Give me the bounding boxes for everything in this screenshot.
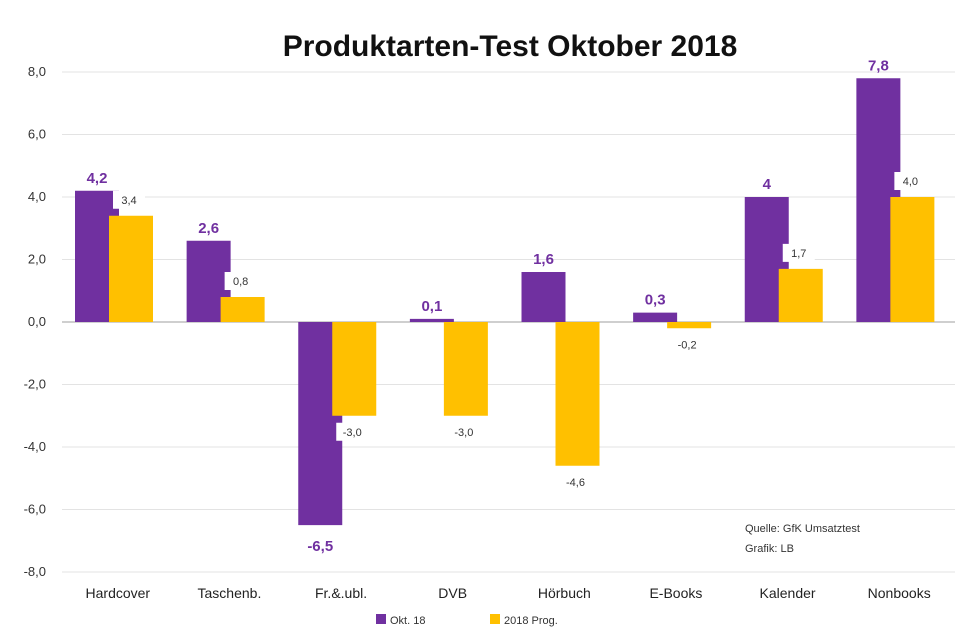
data-label-prog2018: -3,0 xyxy=(454,427,473,439)
x-category-label: Hörbuch xyxy=(538,585,591,601)
data-label-prog2018: 4,0 xyxy=(903,176,918,188)
bar-prog2018 xyxy=(109,215,153,322)
y-tick-label: -8,0 xyxy=(24,564,46,579)
bar-prog2018 xyxy=(667,322,712,329)
x-category-label: Kalender xyxy=(760,585,816,601)
data-label-okt18: 1,6 xyxy=(533,251,554,268)
data-label-prog2018: 3,4 xyxy=(121,195,136,207)
data-label-box xyxy=(447,422,480,441)
data-label-prog2018: -0,2 xyxy=(678,339,697,351)
data-label-box xyxy=(113,190,145,209)
data-label-okt18: 2,6 xyxy=(198,220,219,237)
legend-label: 2018 Prog. xyxy=(504,615,558,627)
legend-swatch xyxy=(376,614,386,624)
data-label-okt18: 7,8 xyxy=(868,57,889,74)
x-category-label: Fr.&.ubl. xyxy=(315,585,367,601)
data-label-prog2018: 0,8 xyxy=(233,276,248,288)
data-label-box xyxy=(894,172,927,190)
bar-okt18 xyxy=(409,318,454,322)
data-label-prog2018: -4,6 xyxy=(566,477,585,489)
y-tick-label: 8,0 xyxy=(28,64,46,79)
x-category-label: Hardcover xyxy=(86,585,151,601)
bar-prog2018 xyxy=(332,322,377,416)
legend: Okt. 18 2018 Prog. xyxy=(376,614,558,627)
bar-prog2018 xyxy=(778,268,823,322)
y-tick-label: -2,0 xyxy=(24,377,46,392)
y-tick-label: -6,0 xyxy=(24,502,46,517)
legend-swatch xyxy=(490,614,500,624)
data-labels: 4,2 3,4 2,6 0,8 -6,5 -3,0 0,1 -3,0 1,6 -4,6 0,3 -0,… xyxy=(87,57,927,555)
data-label-okt18: -6,5 xyxy=(307,538,333,555)
source-note: Quelle: GfK Umsatztest xyxy=(745,523,860,535)
data-label-box xyxy=(782,243,815,262)
y-axis-ticks: -8,0 -6,0 -4,0 -2,0 0,0 2,0 4,0 6,0 8,0 xyxy=(24,64,46,579)
x-category-label: Nonbooks xyxy=(868,585,931,601)
data-label-okt18: 0,1 xyxy=(421,298,442,315)
graphic-note: Grafik: LB xyxy=(745,543,794,555)
y-tick-label: 6,0 xyxy=(28,127,46,142)
bars xyxy=(75,78,935,526)
data-label-okt18: 4 xyxy=(763,176,772,193)
y-tick-label: 4,0 xyxy=(28,189,46,204)
y-tick-label: 2,0 xyxy=(28,252,46,267)
bar-okt18 xyxy=(521,272,566,322)
data-label-box xyxy=(224,272,257,290)
x-category-label: Taschenb. xyxy=(198,585,262,601)
x-category-label: DVB xyxy=(438,585,467,601)
data-label-box xyxy=(559,472,592,491)
chart-title: Produktarten-Test Oktober 2018 xyxy=(283,30,738,63)
data-label-prog2018: 1,7 xyxy=(791,248,806,260)
data-label-okt18: 0,3 xyxy=(645,292,666,309)
x-axis-categories: Hardcover Taschenb. Fr.&.ubl. DVB Hörbuch E-B… xyxy=(86,585,931,601)
bar-prog2018 xyxy=(220,297,265,322)
data-label-prog2018: -3,0 xyxy=(343,427,362,439)
bar-prog2018 xyxy=(443,322,488,416)
bar-prog2018 xyxy=(890,197,935,322)
bar-okt18 xyxy=(633,312,678,322)
data-label-box xyxy=(336,422,369,441)
y-tick-label: 0,0 xyxy=(28,314,46,329)
data-label-box xyxy=(671,335,704,354)
data-label-okt18: 4,2 xyxy=(87,170,108,187)
bar-prog2018 xyxy=(555,322,600,466)
legend-label: Okt. 18 xyxy=(390,615,425,627)
x-category-label: E-Books xyxy=(649,585,702,601)
y-tick-label: -4,0 xyxy=(24,439,46,454)
